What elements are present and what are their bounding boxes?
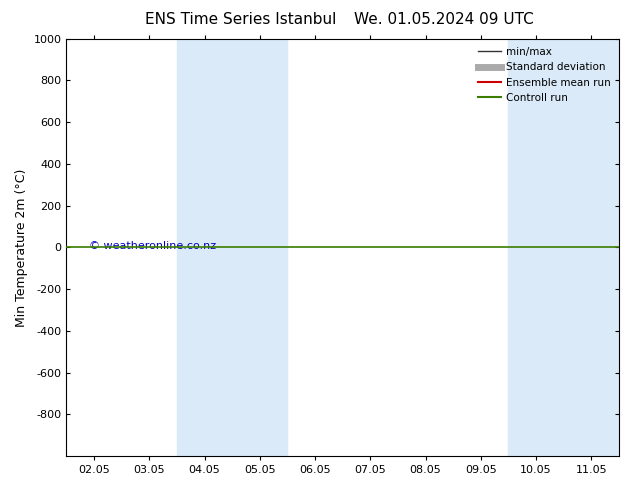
Text: © weatheronline.co.nz: © weatheronline.co.nz <box>89 241 216 251</box>
Bar <box>177 39 287 456</box>
Bar <box>508 39 619 456</box>
Text: ENS Time Series Istanbul: ENS Time Series Istanbul <box>145 12 337 27</box>
Legend: min/max, Standard deviation, Ensemble mean run, Controll run: min/max, Standard deviation, Ensemble me… <box>475 44 614 106</box>
Text: We. 01.05.2024 09 UTC: We. 01.05.2024 09 UTC <box>354 12 534 27</box>
Y-axis label: Min Temperature 2m (°C): Min Temperature 2m (°C) <box>15 168 28 326</box>
